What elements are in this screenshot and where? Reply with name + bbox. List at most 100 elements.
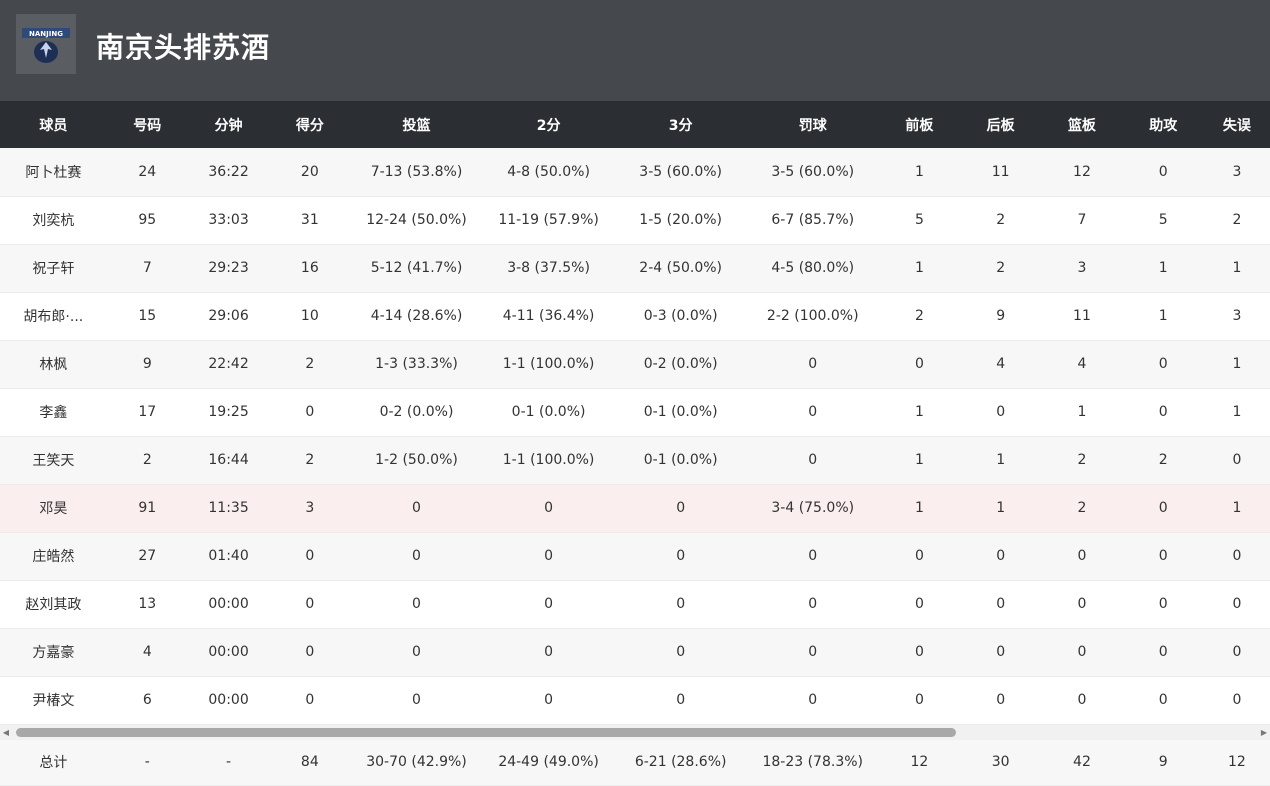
player-name-cell[interactable]: 林枫 <box>39 357 68 373</box>
player-row[interactable]: 庄皓然 27 01:40 0 0 0 0 0 0 0 0 0 0 <box>0 532 1270 580</box>
stat-cell: 0-1 (0.0%) <box>643 404 718 420</box>
stat-cell: 0 <box>808 548 818 564</box>
stat-cell: 2-2 (100.0%) <box>766 308 859 324</box>
player-row[interactable]: 阿卜杜赛 24 36:22 20 7-13 (53.8%) 4-8 (50.0%) 3-5 … <box>0 148 1270 196</box>
totals-label: 总计 <box>39 755 68 772</box>
stat-cell: 1 <box>914 163 924 180</box>
scroll-right-arrow-icon[interactable]: ▶ <box>1260 728 1268 737</box>
stat-cell: 0 <box>1158 548 1168 564</box>
stat-cell: 0 <box>1158 644 1168 660</box>
player-name-cell[interactable]: 刘奕杭 <box>32 213 75 229</box>
column-header[interactable]: 后板 <box>986 117 1015 134</box>
stat-cell: 0-1 (0.0%) <box>511 404 586 420</box>
column-header[interactable]: 得分 <box>295 117 324 134</box>
player-name-cell[interactable]: 祝子轩 <box>32 261 75 277</box>
stat-cell: 1 <box>914 404 924 420</box>
stat-cell: 0 <box>914 596 924 612</box>
box-score-table-container[interactable]: 球员 号码 分钟 得分 投篮 2分 3分 罚球 前板 后板 篮板 助攻 失误 阿卜杜赛 24 36:22 20… <box>0 101 1270 725</box>
stat-cell: 0 <box>676 644 686 660</box>
stat-cell: 0 <box>1232 596 1242 612</box>
stat-cell: 0 <box>996 404 1006 420</box>
team-logo: NANJING <box>16 14 76 74</box>
player-row[interactable]: 赵刘其政 13 00:00 0 0 0 0 0 0 0 0 0 0 <box>0 580 1270 628</box>
player-row[interactable]: 林枫 9 22:42 2 1-3 (33.3%) 1-1 (100.0%) 0-2 (0.0… <box>0 340 1270 388</box>
totals-row: 总计 - - 84 30-70 (42.9%) 24-49 (49.0%) 6-21 (28… <box>0 740 1270 785</box>
player-row[interactable]: 方嘉豪 4 00:00 0 0 0 0 0 0 0 0 0 0 <box>0 628 1270 676</box>
player-name-cell[interactable]: 方嘉豪 <box>32 645 75 661</box>
player-name-cell[interactable]: 邓昊 <box>39 501 68 517</box>
stat-cell: 4-14 (28.6%) <box>370 308 463 324</box>
stat-cell: 0 <box>1077 596 1087 612</box>
stat-cell: 12-24 (50.0%) <box>366 212 467 228</box>
team-header: NANJING 南京头排苏酒 <box>0 0 1270 101</box>
totals-row-container: 总计 - - 84 30-70 (42.9%) 24-49 (49.0%) 6-21 (28… <box>0 740 1270 785</box>
stat-cell: 1 <box>914 452 924 468</box>
stat-cell: 1-5 (20.0%) <box>639 212 723 228</box>
player-name-cell[interactable]: 王笑天 <box>32 453 75 469</box>
column-header[interactable]: 球员 <box>39 117 68 134</box>
stat-cell: 0 <box>412 548 421 564</box>
column-header[interactable]: 篮板 <box>1067 117 1096 134</box>
player-row[interactable]: 胡布郎·... 15 29:06 10 4-14 (28.6%) 4-11 (36.4%)… <box>0 292 1270 340</box>
totals-cell: 84 <box>300 754 319 771</box>
stat-cell: 0 <box>676 692 686 708</box>
stat-cell: 0 <box>1158 404 1168 420</box>
stat-cell: 2 <box>305 356 315 372</box>
stat-cell: 0 <box>808 596 818 612</box>
stat-cell: 0 <box>412 692 421 708</box>
totals-cell: 24-49 (49.0%) <box>498 754 599 771</box>
player-row[interactable]: 李鑫 17 19:25 0 0-2 (0.0%) 0-1 (0.0%) 0-1 (0.0%)… <box>0 388 1270 436</box>
player-row[interactable]: 尹椿文 6 00:00 0 0 0 0 0 0 0 0 0 0 <box>0 676 1270 724</box>
stat-cell: 29:06 <box>208 308 249 324</box>
column-header[interactable]: 2分 <box>536 117 561 134</box>
stat-cell: 0 <box>1077 548 1087 564</box>
column-header[interactable]: 分钟 <box>214 117 243 134</box>
column-header[interactable]: 失误 <box>1222 117 1251 134</box>
stat-cell: 0 <box>676 596 686 612</box>
player-row[interactable]: 王笑天 2 16:44 2 1-2 (50.0%) 1-1 (100.0%) 0-1 (0.… <box>0 436 1270 484</box>
stat-cell: 0 <box>305 548 315 564</box>
totals-cell: - <box>144 754 150 771</box>
stat-cell: 1 <box>1158 260 1168 276</box>
player-name-cell[interactable]: 阿卜杜赛 <box>25 164 82 181</box>
horizontal-scrollbar[interactable]: ◀ ▶ <box>0 725 1270 740</box>
column-header[interactable]: 助攻 <box>1149 117 1178 134</box>
player-row[interactable]: 刘奕杭 95 33:03 31 12-24 (50.0%) 11-19 (57.9%) 1-… <box>0 196 1270 244</box>
stat-cell: 7 <box>142 260 152 276</box>
stat-cell: 4 <box>142 644 152 660</box>
column-header[interactable]: 前板 <box>905 117 934 134</box>
stat-cell: 0 <box>1158 163 1168 180</box>
player-name-cell[interactable]: 李鑫 <box>39 405 68 421</box>
column-header[interactable]: 投篮 <box>402 117 431 134</box>
stat-cell: 0 <box>544 548 554 564</box>
column-header[interactable]: 罚球 <box>798 117 827 134</box>
stat-cell: 1 <box>1232 500 1242 516</box>
stat-cell: 0 <box>412 644 421 660</box>
stat-cell: 4-8 (50.0%) <box>507 163 590 180</box>
column-header[interactable]: 3分 <box>668 117 693 134</box>
player-name-cell[interactable]: 胡布郎·... <box>23 309 84 325</box>
stat-cell: 31 <box>300 212 319 228</box>
player-name-cell[interactable]: 赵刘其政 <box>25 597 82 613</box>
stat-cell: 12 <box>1073 163 1091 180</box>
stat-cell: 91 <box>138 500 157 516</box>
player-row[interactable]: 祝子轩 7 29:23 16 5-12 (41.7%) 3-8 (37.5%) 2-4 (5… <box>0 244 1270 292</box>
stat-cell: 2 <box>305 452 315 468</box>
player-row[interactable]: 邓昊 91 11:35 3 0 0 0 3-4 (75.0%) 1 1 2 0 1 <box>0 484 1270 532</box>
player-name-cell[interactable]: 尹椿文 <box>32 693 75 709</box>
stat-cell: 3 <box>1232 308 1242 324</box>
stat-cell: 2 <box>1077 500 1087 516</box>
scrollbar-thumb[interactable] <box>16 728 956 737</box>
team-name: 南京头排苏酒 <box>96 31 271 64</box>
stat-cell: 0 <box>1158 692 1168 708</box>
stat-cell: 33:03 <box>208 212 249 228</box>
stat-cell: 16:44 <box>208 452 249 468</box>
stat-cell: 0 <box>1232 452 1242 468</box>
stat-cell: 1 <box>996 452 1006 468</box>
stat-cell: 1 <box>996 500 1006 516</box>
stat-cell: 1-2 (50.0%) <box>375 452 458 468</box>
column-header[interactable]: 号码 <box>133 117 162 134</box>
player-name-cell[interactable]: 庄皓然 <box>32 549 75 565</box>
stat-cell: 7 <box>1077 212 1087 228</box>
scroll-left-arrow-icon[interactable]: ◀ <box>2 728 10 737</box>
